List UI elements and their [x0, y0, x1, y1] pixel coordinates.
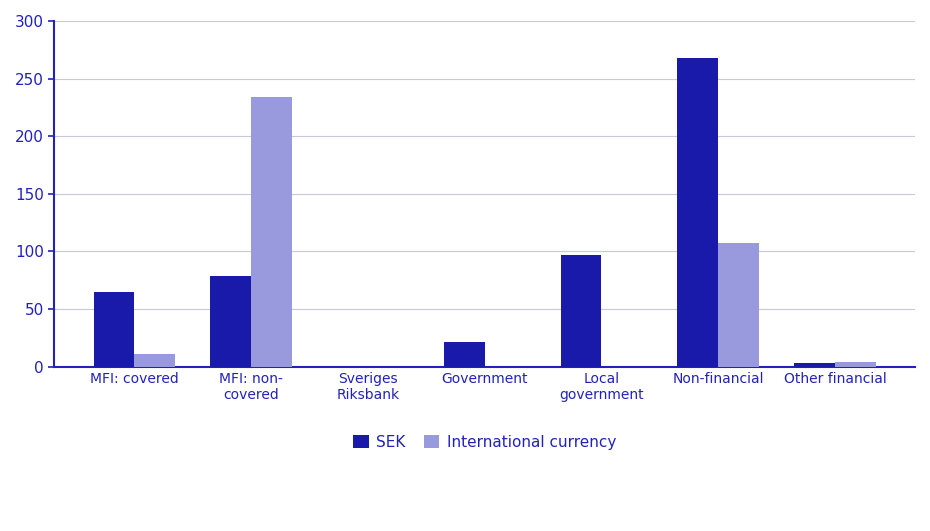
Bar [210, 276, 251, 367]
Bar [444, 342, 485, 367]
Legend: SEK, International currency: SEK, International currency [347, 429, 622, 456]
Bar [794, 363, 835, 367]
Bar [94, 292, 135, 367]
Bar [835, 362, 876, 367]
Bar [677, 58, 718, 367]
Bar [561, 255, 602, 367]
Bar [135, 354, 175, 367]
Bar [718, 243, 759, 367]
Bar [251, 97, 292, 367]
